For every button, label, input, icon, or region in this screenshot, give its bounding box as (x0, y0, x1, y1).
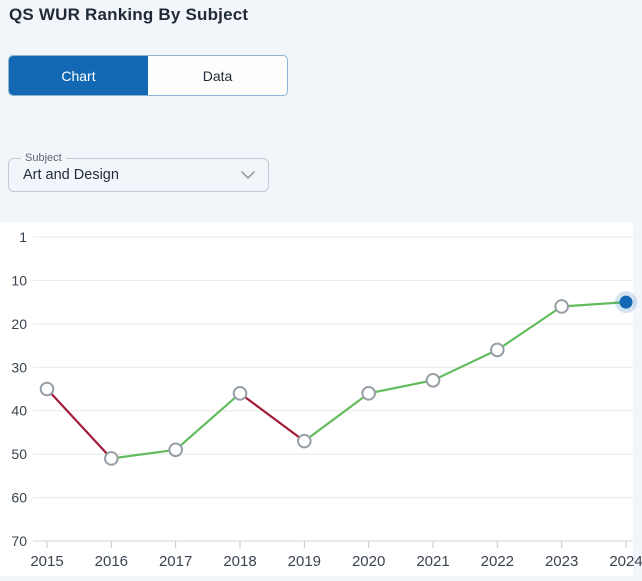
tab-data[interactable]: Data (148, 56, 287, 95)
svg-text:2018: 2018 (223, 553, 256, 570)
subject-select[interactable]: Subject Art and Design (8, 152, 269, 192)
svg-text:70: 70 (11, 533, 27, 549)
tab-chart[interactable]: Chart (9, 56, 148, 95)
page-title: QS WUR Ranking By Subject (9, 5, 249, 24)
svg-text:2015: 2015 (30, 553, 63, 570)
svg-text:60: 60 (11, 490, 27, 506)
svg-text:20: 20 (11, 316, 27, 332)
view-toggle: Chart Data (8, 55, 288, 96)
svg-text:10: 10 (11, 272, 27, 288)
svg-text:2022: 2022 (481, 553, 514, 570)
chevron-down-icon (241, 171, 255, 180)
svg-text:1: 1 (19, 229, 27, 245)
svg-text:2023: 2023 (545, 553, 578, 570)
ranking-line-chart: 1 10 20 30 40 50 60 70 2015 2016 2017 2018 2019 2020 2… (0, 222, 642, 576)
svg-text:2020: 2020 (352, 553, 385, 570)
svg-text:2017: 2017 (159, 553, 192, 570)
svg-text:30: 30 (11, 359, 27, 375)
subject-select-label: Subject (21, 152, 66, 165)
svg-text:2019: 2019 (288, 553, 321, 570)
svg-text:2024: 2024 (609, 553, 642, 570)
svg-text:2021: 2021 (416, 553, 449, 570)
subject-select-value: Art and Design (23, 167, 119, 183)
svg-text:2016: 2016 (95, 553, 128, 570)
svg-text:50: 50 (11, 446, 27, 462)
svg-text:40: 40 (11, 403, 27, 419)
